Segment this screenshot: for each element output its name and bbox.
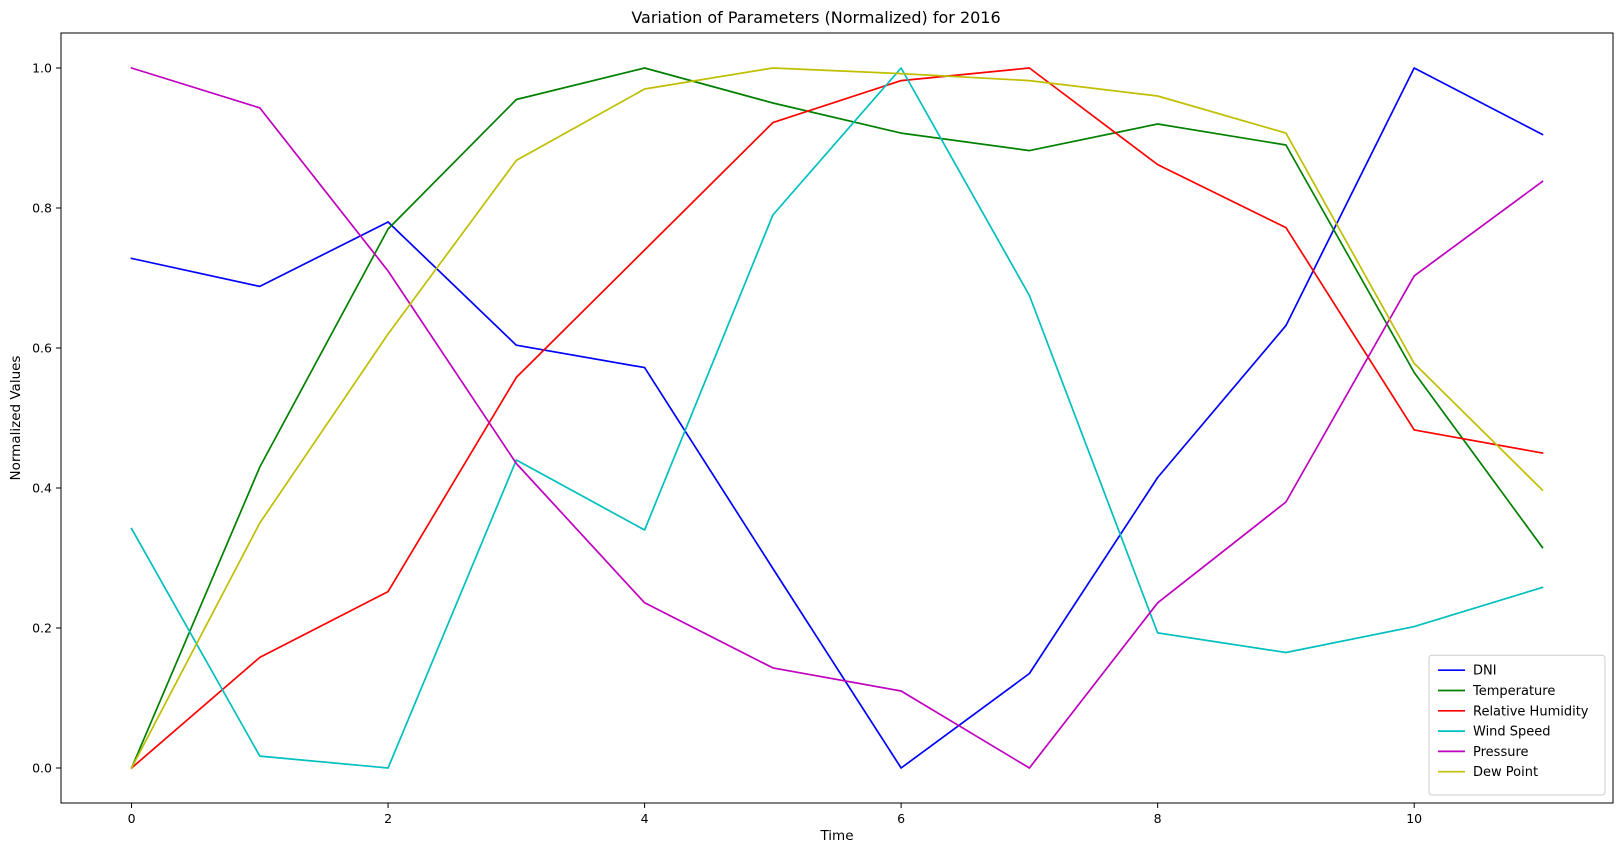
series-line-pressure xyxy=(130,66,1544,769)
plot-frame xyxy=(60,32,1614,804)
x-axis: 0 2 4 6 8 10 xyxy=(128,803,1422,826)
y-tick-label: 0.6 xyxy=(32,341,52,356)
legend-label: Pressure xyxy=(1473,745,1529,760)
x-tick-label: 2 xyxy=(384,811,392,826)
x-tick-label: 4 xyxy=(641,811,649,826)
x-tick-label: 10 xyxy=(1406,811,1422,826)
legend-box xyxy=(1428,654,1606,796)
x-tick-label: 0 xyxy=(128,811,136,826)
x-axis-label: Time xyxy=(819,828,853,844)
chart-title: Variation of Parameters (Normalized) for… xyxy=(631,8,1000,27)
y-tick-label: 0.4 xyxy=(32,481,52,496)
legend-label: Wind Speed xyxy=(1473,725,1551,740)
legend-label: Dew Point xyxy=(1473,765,1538,780)
series-line-dew-point xyxy=(130,67,1544,770)
y-axis-label: Normalized Values xyxy=(8,356,24,481)
x-tick-label: 8 xyxy=(1154,811,1162,826)
series-line-temperature xyxy=(130,67,1544,770)
legend: DNI Temperature Relative Humidity Wind Spee… xyxy=(1428,654,1606,796)
y-tick-label: 0.0 xyxy=(32,761,52,776)
y-tick-label: 0.2 xyxy=(32,621,52,636)
series-line-relative-humidity xyxy=(130,67,1544,770)
series-line-dni xyxy=(130,67,1544,769)
y-axis: 0.0 0.2 0.4 0.6 0.8 1.0 xyxy=(32,61,61,776)
legend-label: Relative Humidity xyxy=(1473,704,1589,719)
legend-label: DNI xyxy=(1473,664,1497,679)
x-tick-label: 6 xyxy=(897,811,905,826)
y-tick-label: 1.0 xyxy=(32,61,52,76)
series-line-wind-speed xyxy=(130,67,1544,769)
series-layer xyxy=(130,66,1544,770)
y-tick-label: 0.8 xyxy=(32,201,52,216)
legend-label: Temperature xyxy=(1472,684,1555,699)
